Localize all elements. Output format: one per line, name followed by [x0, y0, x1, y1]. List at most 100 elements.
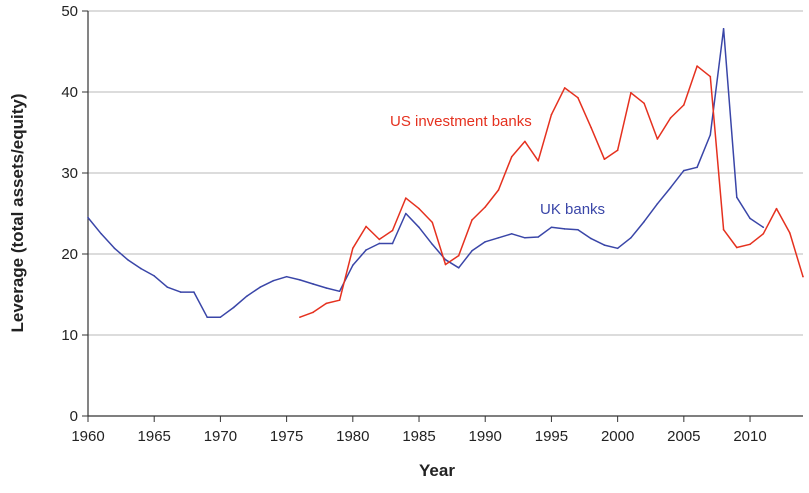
annotation-uk-banks: UK banks [540, 201, 605, 218]
data-point-uk-banks [100, 232, 103, 235]
data-point-us-investment-banks [484, 206, 487, 208]
data-point-us-investment-banks [510, 156, 513, 158]
data-point-us-investment-banks [431, 221, 434, 224]
data-point-uk-banks [683, 169, 685, 172]
data-point-uk-banks [312, 283, 314, 285]
data-point-us-investment-banks [550, 113, 553, 116]
data-point-us-investment-banks [471, 219, 473, 221]
data-point-us-investment-banks [643, 102, 645, 105]
data-point-us-investment-banks [404, 197, 407, 199]
data-point-uk-banks [431, 243, 434, 246]
data-point-uk-banks [577, 228, 579, 231]
x-tick-label: 1965 [138, 428, 171, 445]
data-point-uk-banks [484, 241, 487, 243]
data-point-uk-banks [656, 202, 659, 205]
data-point-us-investment-banks [616, 149, 619, 152]
annotation-us-investment-banks: US investment banks [390, 113, 532, 130]
data-point-us-investment-banks [749, 243, 751, 246]
data-point-uk-banks [153, 275, 156, 277]
data-point-uk-banks [563, 228, 566, 230]
data-point-uk-banks [735, 196, 738, 199]
data-point-us-investment-banks [762, 232, 765, 235]
data-point-uk-banks [537, 236, 539, 238]
data-point-us-investment-banks [352, 247, 354, 250]
data-point-uk-banks [391, 242, 394, 245]
data-point-us-investment-banks [418, 207, 420, 210]
data-point-us-investment-banks [735, 246, 738, 249]
data-point-uk-banks [444, 258, 447, 261]
x-tick-label: 2000 [601, 428, 634, 445]
data-point-uk-banks [87, 216, 89, 219]
data-point-uk-banks [166, 286, 169, 289]
data-point-uk-banks [709, 134, 712, 136]
data-point-uk-banks [272, 279, 275, 282]
data-point-uk-banks [643, 220, 645, 223]
data-point-uk-banks [616, 247, 619, 250]
x-tick-label: 1985 [402, 428, 435, 445]
data-point-uk-banks [762, 226, 765, 229]
data-point-us-investment-banks [299, 316, 301, 318]
data-point-us-investment-banks [603, 158, 606, 161]
data-point-uk-banks [696, 166, 698, 169]
x-tick-label: 1960 [71, 428, 104, 445]
data-point-uk-banks [749, 217, 751, 220]
data-point-us-investment-banks [577, 96, 579, 99]
y-tick-label: 40 [61, 84, 78, 101]
data-point-us-investment-banks [630, 92, 632, 94]
series-lines [87, 28, 804, 318]
data-point-us-investment-banks [802, 275, 804, 278]
data-point-us-investment-banks [709, 75, 712, 78]
data-point-uk-banks [590, 237, 592, 240]
data-point-uk-banks [285, 275, 288, 278]
y-tick-label: 10 [61, 327, 78, 344]
data-point-uk-banks [404, 212, 407, 215]
data-point-us-investment-banks [696, 65, 698, 67]
x-tick-label: 1980 [336, 428, 369, 445]
y-tick-label: 0 [70, 408, 78, 425]
data-point-uk-banks [352, 264, 354, 267]
data-point-us-investment-banks [378, 238, 381, 241]
data-point-uk-banks [378, 242, 381, 245]
data-point-us-investment-banks [325, 302, 328, 305]
data-point-us-investment-banks [563, 87, 566, 89]
data-point-uk-banks [550, 226, 553, 229]
data-point-uk-banks [219, 316, 222, 318]
data-point-us-investment-banks [444, 263, 447, 266]
y-tick-label: 50 [61, 3, 78, 20]
data-point-us-investment-banks [775, 207, 778, 210]
x-axis-ticks: 1960 1965 1970 1975 1980 1985 1990 1995 2000 2005… [71, 416, 767, 445]
data-point-uk-banks [325, 287, 328, 289]
data-point-us-investment-banks [497, 189, 500, 191]
data-point-us-investment-banks [656, 138, 659, 140]
data-point-us-investment-banks [391, 229, 394, 232]
data-point-us-investment-banks [365, 225, 367, 228]
x-tick-label: 1970 [204, 428, 237, 445]
data-point-uk-banks [457, 266, 460, 269]
data-point-uk-banks [206, 316, 208, 318]
data-point-uk-banks [418, 226, 420, 229]
data-point-uk-banks [603, 244, 606, 246]
data-point-us-investment-banks [338, 299, 341, 301]
x-tick-label: 1990 [469, 428, 502, 445]
data-point-us-investment-banks [457, 254, 460, 257]
data-point-us-investment-banks [537, 160, 539, 162]
data-point-us-investment-banks [683, 104, 685, 106]
data-point-uk-banks [669, 186, 672, 189]
data-point-us-investment-banks [524, 140, 526, 143]
data-point-us-investment-banks [669, 117, 672, 119]
data-point-uk-banks [126, 258, 129, 261]
data-point-uk-banks [338, 290, 341, 293]
data-point-us-investment-banks [590, 126, 592, 129]
x-tick-label: 1995 [535, 428, 568, 445]
data-point-uk-banks [259, 286, 261, 289]
y-axis-title: Leverage (total assets/equity) [8, 93, 27, 332]
x-tick-label: 2005 [667, 428, 700, 445]
data-point-uk-banks [497, 237, 500, 239]
x-tick-label: 2010 [733, 428, 766, 445]
x-axis-title: Year [419, 461, 455, 480]
data-point-uk-banks [193, 291, 195, 293]
data-point-uk-banks [299, 279, 301, 281]
y-axis-ticks: 0 10 20 30 40 50 [61, 3, 88, 425]
y-tick-label: 30 [61, 165, 78, 182]
